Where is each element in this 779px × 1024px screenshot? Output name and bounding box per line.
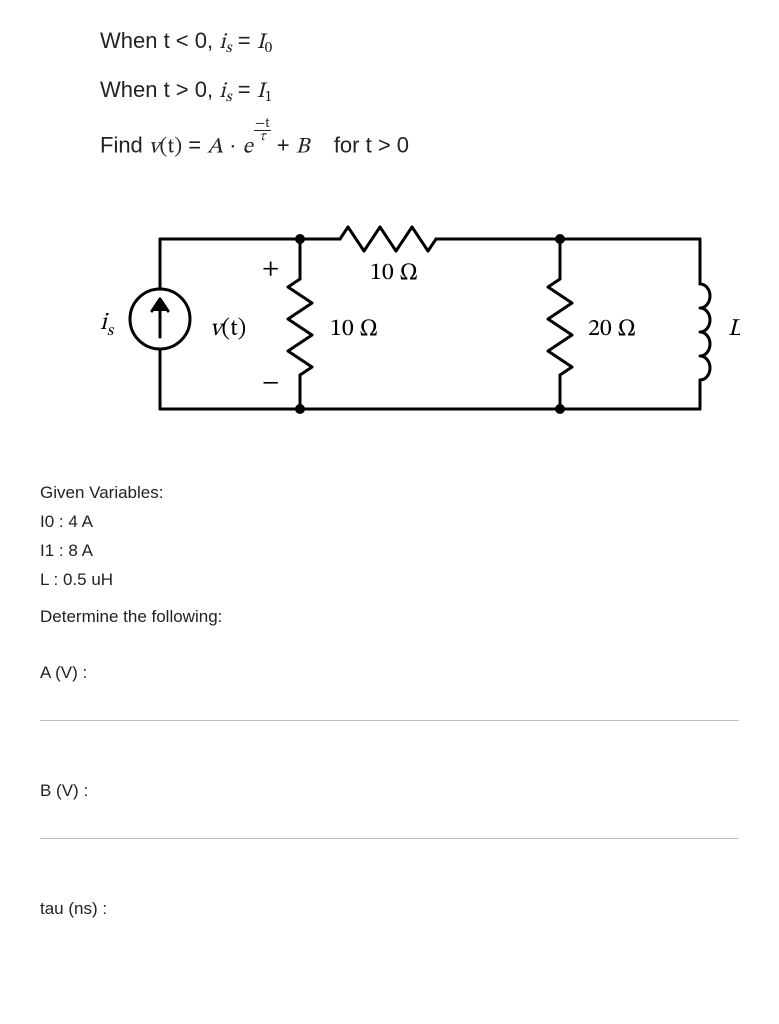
- circuit-diagram: is + − v(t) 10 Ω 10 Ω 20 Ω L: [40, 209, 739, 449]
- equals: =: [238, 28, 257, 53]
- answer-a-input-line[interactable]: [40, 719, 739, 721]
- var-I0: I: [257, 32, 265, 54]
- label-is: is: [100, 311, 115, 339]
- given-header: Given Variables:: [40, 479, 739, 506]
- answer-b-input-line[interactable]: [40, 837, 739, 839]
- text: Find: [100, 132, 149, 157]
- given-i1: I1 : 8 A: [40, 537, 739, 564]
- label-r-top: 10 Ω: [370, 261, 418, 285]
- determine-header: Determine the following:: [40, 603, 739, 630]
- dot: ·: [229, 132, 242, 157]
- plus: +: [277, 132, 296, 157]
- var-A: A: [207, 136, 223, 158]
- equals: =: [238, 77, 257, 102]
- condition-line-1: When t < 0, is = I0: [100, 20, 739, 65]
- given-variables: Given Variables: I0 : 4 A I1 : 8 A L : 0…: [40, 479, 739, 631]
- label-r-right: 20 Ω: [588, 317, 636, 341]
- condition: for t > 0: [315, 132, 409, 157]
- answer-tau-label: tau (ns) :: [40, 899, 739, 919]
- condition-line-2: When t > 0, is = I1: [100, 69, 739, 114]
- sub-0: 0: [265, 40, 273, 56]
- var-I1: I: [257, 81, 265, 103]
- args: (t): [160, 136, 183, 158]
- label-minus: −: [262, 371, 279, 395]
- var-B: B: [296, 136, 310, 158]
- var-e: e: [243, 136, 253, 158]
- problem-statement: When t < 0, is = I0 When t > 0, is = I1 …: [100, 20, 739, 169]
- sub-s: s: [226, 89, 232, 105]
- given-l: L : 0.5 uH: [40, 566, 739, 593]
- exp-frac: −tτ: [254, 118, 271, 145]
- answer-a: A (V) :: [40, 663, 739, 721]
- sub-1: 1: [265, 89, 273, 105]
- label-r-left: 10 Ω: [330, 317, 378, 341]
- label-vt: v(t): [210, 316, 246, 341]
- label-plus: +: [262, 257, 279, 281]
- answer-a-label: A (V) :: [40, 663, 739, 683]
- label-L: L: [728, 317, 740, 341]
- answer-b: B (V) :: [40, 781, 739, 839]
- text: When t < 0,: [100, 28, 219, 53]
- given-i0: I0 : 4 A: [40, 508, 739, 535]
- var-v: v: [149, 136, 160, 158]
- exp-num: −t: [254, 118, 271, 132]
- answer-b-label: B (V) :: [40, 781, 739, 801]
- find-line: Find v(t) = A · e−tτ + B for t > 0: [100, 118, 739, 169]
- equals: =: [188, 132, 207, 157]
- answer-tau: tau (ns) :: [40, 899, 739, 919]
- text: When t > 0,: [100, 77, 219, 102]
- exp-den: τ: [254, 131, 271, 144]
- sub-s: s: [226, 40, 232, 56]
